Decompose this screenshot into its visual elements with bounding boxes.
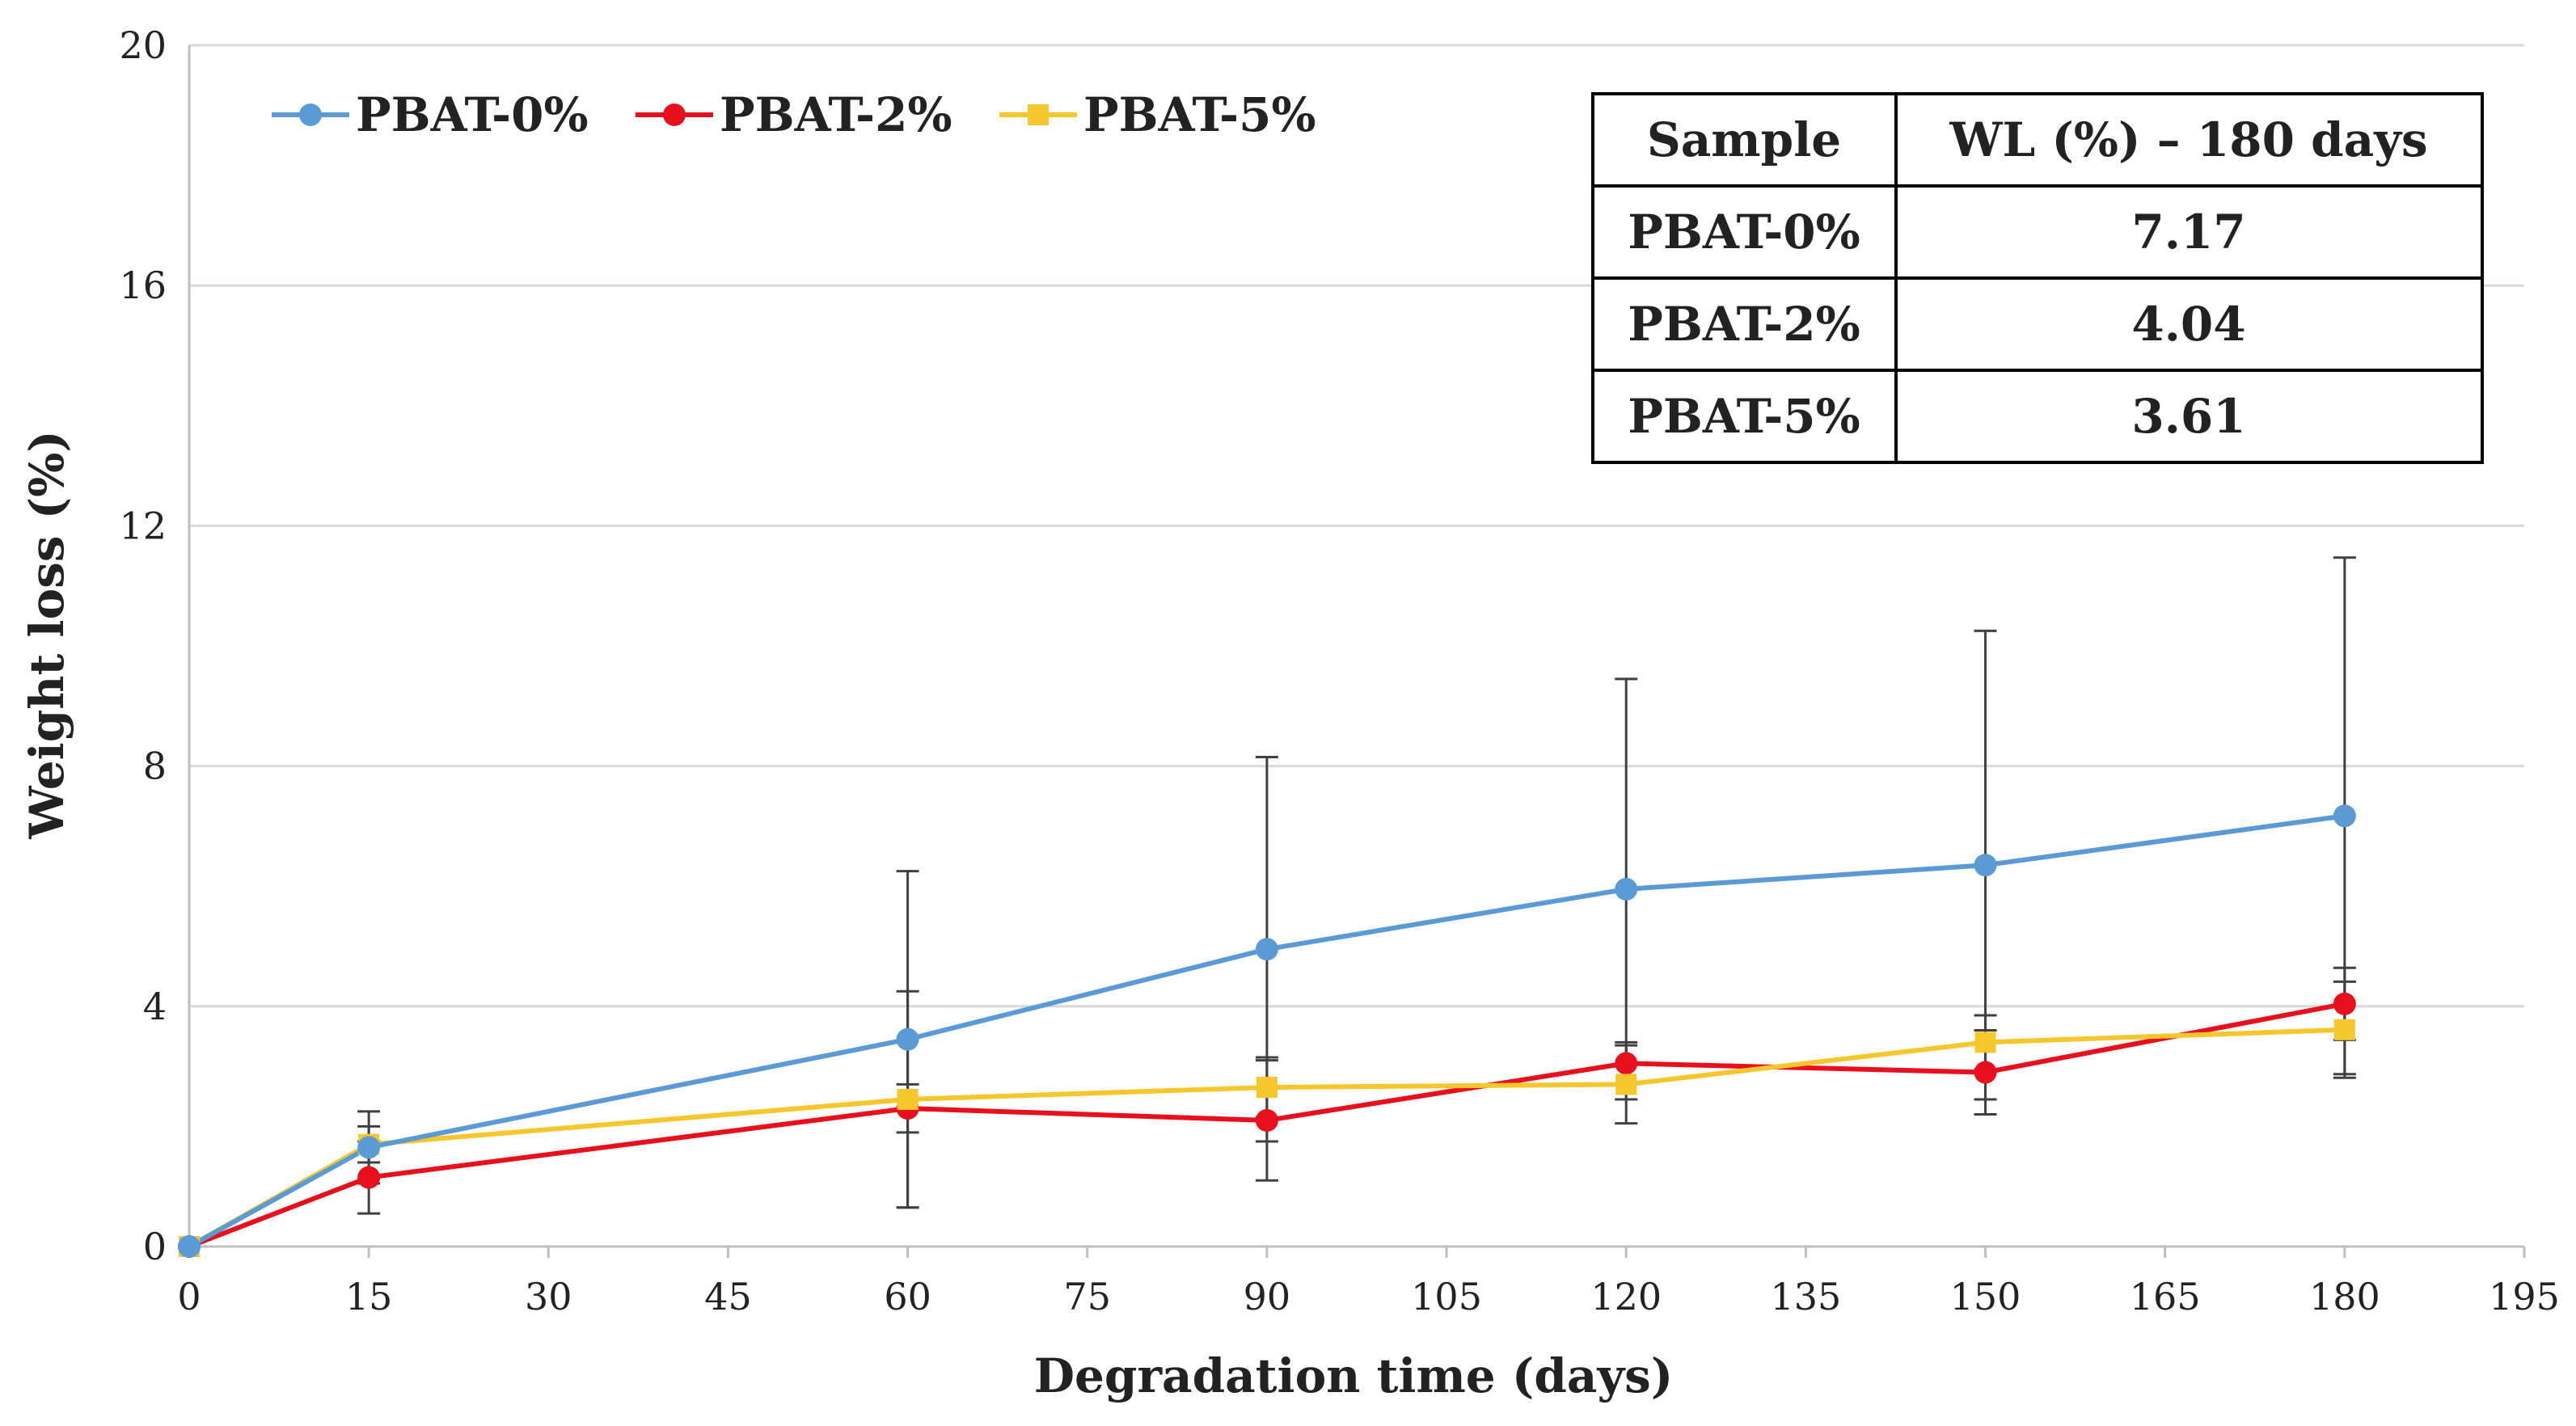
table-cell-sample: PBAT-2%	[1628, 297, 1860, 352]
x-tick-label: 90	[1244, 1275, 1291, 1318]
data-point	[896, 1027, 919, 1051]
data-point	[1255, 938, 1278, 961]
data-point	[897, 1088, 918, 1110]
legend-label: PBAT-2%	[720, 87, 952, 142]
data-point	[1256, 1077, 1277, 1099]
data-point	[178, 1235, 201, 1258]
legend-label: PBAT-5%	[1083, 87, 1316, 142]
table-header-wl: WL (%) – 180 days	[1949, 112, 2427, 167]
x-tick-label: 105	[1411, 1275, 1482, 1318]
y-tick-label: 16	[119, 264, 167, 307]
data-point	[1255, 1108, 1278, 1132]
y-tick-label: 8	[143, 745, 167, 788]
legend-swatch-marker	[663, 103, 686, 126]
x-tick-label: 30	[525, 1275, 572, 1318]
data-point	[357, 1166, 381, 1189]
legend-swatch-marker	[1028, 104, 1049, 125]
x-tick-label: 120	[1590, 1275, 1662, 1318]
legend: PBAT-0% PBAT-2% PBAT-5%	[272, 87, 1316, 142]
table-header-sample: Sample	[1647, 112, 1841, 167]
table-cell-value: 3.61	[2131, 389, 2245, 444]
error-bars	[357, 556, 2356, 1215]
data-point	[1615, 1074, 1637, 1095]
data-point	[2333, 804, 2356, 828]
results-table: Sample WL (%) – 180 days PBAT-0% 7.17 PB…	[1591, 92, 2484, 464]
y-tick-label: 0	[143, 1225, 167, 1268]
y-tick-label: 4	[143, 985, 167, 1028]
x-tick-label: 195	[2489, 1275, 2560, 1318]
legend-label: PBAT-0%	[356, 87, 589, 142]
table-grid	[1591, 92, 2484, 464]
data-point	[1974, 1061, 1997, 1084]
x-tick-label: 0	[177, 1275, 201, 1318]
x-tick-label: 45	[704, 1275, 752, 1318]
table-cell-sample: PBAT-0%	[1628, 205, 1860, 259]
y-tick-label: 20	[119, 23, 167, 67]
table-cell-value: 4.04	[2131, 297, 2245, 352]
data-point	[1615, 877, 1638, 901]
tick-labels: 0 4 8 12 16 20 0 15 30 45 60 75 90 105 120 135 150 165 180…	[119, 23, 2559, 1318]
axes	[188, 45, 2526, 1258]
data-point	[1974, 1032, 1996, 1053]
table-cell-value: 7.17	[2131, 205, 2245, 259]
data-point	[1974, 854, 1997, 877]
data-point	[1615, 1052, 1638, 1075]
x-tick-label: 60	[884, 1275, 931, 1318]
series-markers	[178, 804, 2356, 1258]
x-axis-title: Degradation time (days)	[1034, 1348, 1674, 1403]
data-point	[357, 1136, 381, 1159]
y-tick-label: 12	[119, 504, 167, 547]
table-cell-sample: PBAT-5%	[1628, 389, 1860, 444]
x-tick-label: 135	[1770, 1275, 1841, 1318]
x-tick-label: 165	[2130, 1275, 2201, 1318]
x-tick-label: 180	[2309, 1275, 2380, 1318]
x-tick-label: 15	[345, 1275, 393, 1318]
data-point	[2333, 992, 2356, 1015]
y-axis-title: Weight loss (%)	[19, 430, 74, 839]
data-point	[2333, 1019, 2355, 1040]
legend-swatch-marker	[299, 103, 322, 126]
x-tick-label: 150	[1950, 1275, 2021, 1318]
x-tick-label: 75	[1063, 1275, 1111, 1318]
